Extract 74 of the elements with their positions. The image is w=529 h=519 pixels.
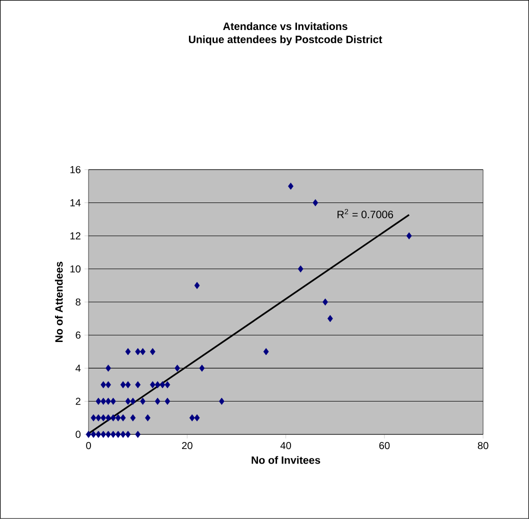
- point: [125, 398, 131, 405]
- x-tick-label: 40: [280, 442, 292, 450]
- point: [174, 364, 180, 372]
- point: [96, 430, 102, 438]
- point: [218, 398, 224, 405]
- y-tick-label: 8: [76, 298, 80, 306]
- y-tick-label: 0: [76, 430, 81, 438]
- y-tick-label: 14: [70, 199, 81, 206]
- point: [140, 348, 146, 356]
- x-tick-label: 80: [478, 442, 488, 450]
- point: [154, 398, 160, 405]
- point: [96, 414, 102, 422]
- point: [164, 398, 170, 405]
- point: [327, 315, 333, 322]
- point: [86, 430, 92, 438]
- y-axis-title: No of Attendees: [54, 262, 63, 342]
- x-axis-title: No of Invitees: [252, 456, 320, 464]
- point: [298, 265, 304, 273]
- y-tick-label: 10: [70, 265, 81, 273]
- point: [96, 398, 102, 405]
- y-tick-label: 16: [70, 166, 80, 174]
- point: [140, 398, 146, 405]
- point: [125, 348, 131, 356]
- point: [100, 430, 106, 438]
- point: [125, 381, 131, 388]
- point: [120, 414, 126, 422]
- point: [120, 381, 126, 388]
- point: [135, 430, 141, 438]
- point: [145, 414, 150, 422]
- point: [106, 414, 111, 422]
- point: [135, 381, 141, 388]
- point: [90, 430, 96, 438]
- point: [106, 398, 111, 405]
- point: [110, 414, 116, 422]
- chart-title: Atendance vs Invitations: [223, 22, 348, 30]
- point: [120, 430, 126, 438]
- x-tick-label: 0: [86, 442, 91, 450]
- y-tick-label: 2: [76, 398, 80, 405]
- y-tick-label: 4: [76, 364, 81, 372]
- y-tick-label: 12: [70, 232, 80, 240]
- point: [189, 414, 195, 422]
- point: [110, 398, 116, 405]
- point: [164, 381, 170, 388]
- chart-subtitle: Unique attendees by Postcode District: [188, 35, 382, 46]
- point: [160, 381, 166, 388]
- point: [100, 381, 106, 388]
- point: [288, 182, 294, 190]
- point: [312, 199, 318, 206]
- point: [194, 282, 200, 290]
- point: [100, 398, 106, 405]
- point: [106, 430, 111, 438]
- point: [322, 298, 328, 306]
- y-tick-label: 6: [76, 332, 80, 339]
- annotation: R$^{2}$ = 0.7006: [338, 209, 394, 218]
- point: [100, 414, 106, 422]
- point: [115, 414, 121, 422]
- point: [115, 430, 121, 438]
- point: [150, 348, 156, 356]
- point: [406, 232, 412, 240]
- point: [130, 414, 136, 422]
- point: [199, 364, 205, 372]
- x-tick-label: 60: [379, 442, 390, 450]
- point: [125, 430, 131, 438]
- point: [110, 430, 116, 438]
- point: [135, 348, 141, 356]
- point: [263, 348, 269, 356]
- point: [90, 414, 96, 422]
- x-tick-label: 20: [182, 442, 192, 450]
- point: [154, 381, 160, 388]
- point: [106, 364, 111, 372]
- point: [130, 398, 136, 405]
- point: [106, 381, 111, 388]
- point: [150, 381, 156, 388]
- point: [194, 414, 200, 422]
